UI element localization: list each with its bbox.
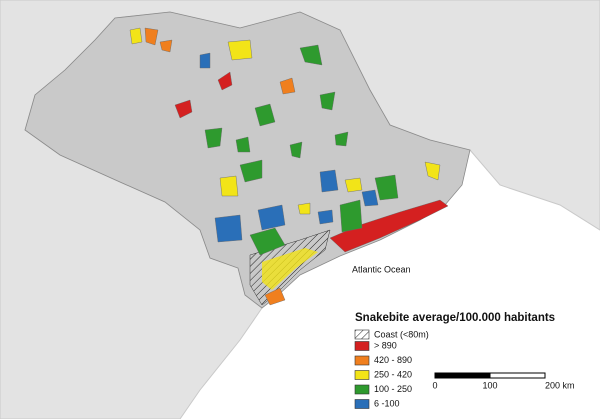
region [254, 103, 276, 127]
region [144, 27, 159, 46]
region [319, 169, 339, 193]
region [174, 99, 193, 119]
legend-label: > 890 [374, 340, 397, 350]
legend-label: 100 - 250 [374, 384, 412, 394]
legend: > 890 420 - 890 250 - 420 100 - 250 6 -100 [354, 340, 412, 409]
region [219, 175, 239, 197]
legend-label: 250 - 420 [374, 369, 412, 379]
legend-title: Snakebite average/100.000 habitants [355, 312, 555, 324]
region [297, 202, 311, 215]
region [334, 131, 349, 147]
region [317, 209, 334, 225]
scale-label: 100 [482, 380, 497, 390]
legend-label: 420 - 890 [374, 355, 412, 365]
region [217, 71, 233, 91]
scale-label: 200 km [545, 380, 575, 390]
scale-segment [489, 372, 546, 379]
region [249, 227, 286, 256]
legend-swatch [354, 399, 370, 409]
legend-label: Coast (<80m) [374, 329, 429, 339]
region [235, 136, 251, 153]
regions [129, 27, 449, 306]
ocean-label: Atlantic Ocean [352, 264, 411, 274]
region [361, 189, 379, 207]
region [374, 174, 399, 201]
legend-label: 6 -100 [374, 398, 400, 408]
legend-swatch [354, 355, 370, 366]
region [279, 77, 296, 95]
scale-segment [434, 372, 491, 379]
region [159, 39, 173, 53]
region [129, 27, 143, 45]
region [424, 161, 441, 181]
region [319, 91, 336, 111]
legend-swatch [354, 384, 370, 395]
legend-swatch [354, 341, 370, 351]
legend-swatch [354, 329, 370, 340]
region [239, 159, 263, 183]
region [264, 287, 286, 306]
region [289, 141, 303, 159]
region [329, 199, 449, 253]
region [344, 177, 363, 193]
region [204, 127, 223, 149]
region [257, 204, 286, 231]
region [214, 214, 243, 243]
scale-label: 0 [432, 380, 437, 390]
region [339, 199, 363, 233]
legend-swatch [354, 370, 370, 380]
region [199, 52, 211, 69]
region [299, 44, 323, 66]
region [262, 248, 318, 290]
region [227, 39, 253, 61]
scale-bar: 0 100 200 km [432, 372, 575, 390]
